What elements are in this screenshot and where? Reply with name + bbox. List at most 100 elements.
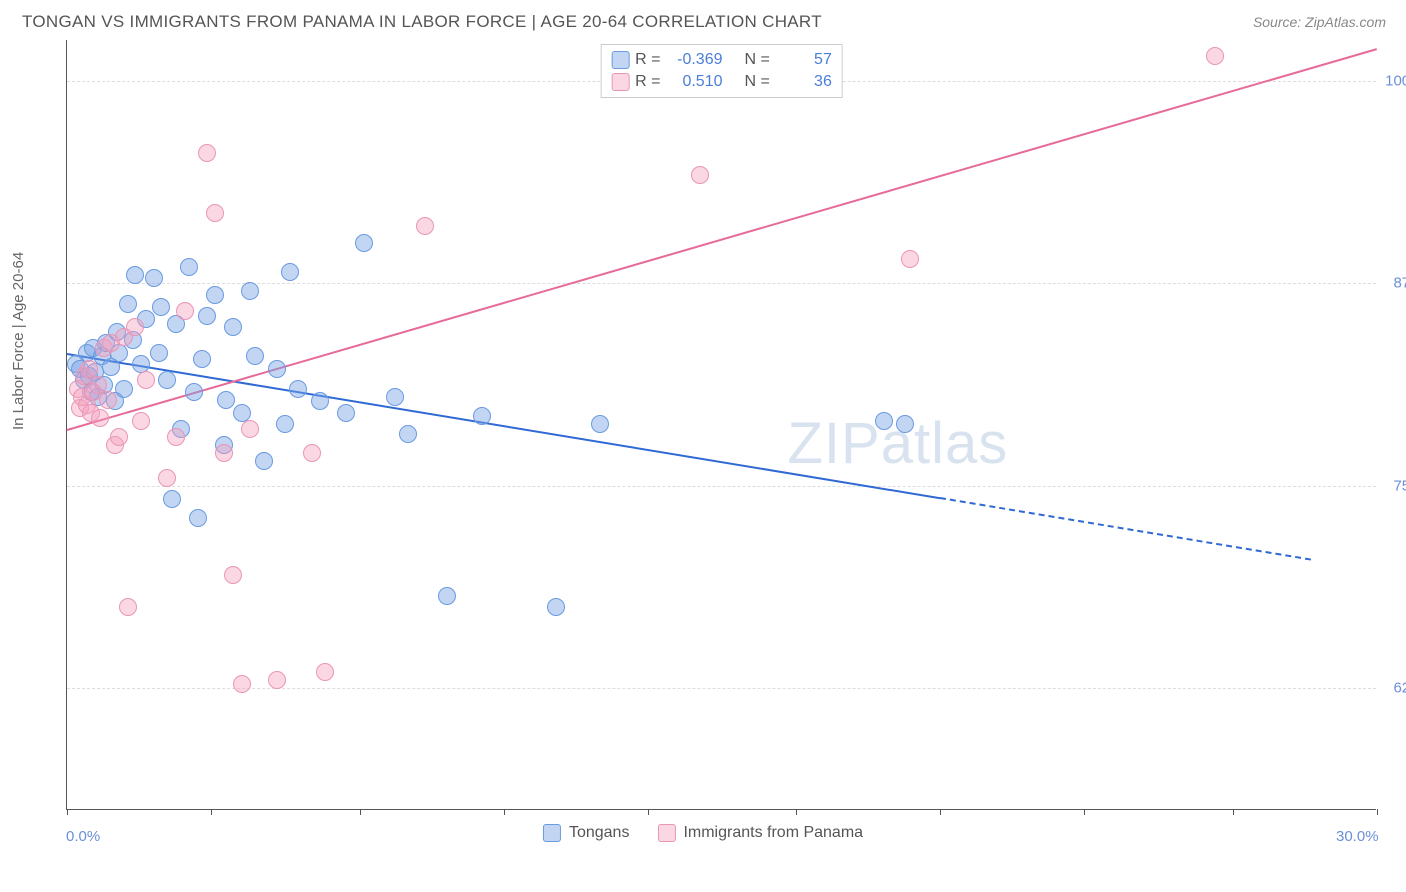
y-tick-label: 75.0% [1393,477,1406,494]
x-tick [360,809,361,815]
x-tick [940,809,941,815]
data-point [281,263,299,281]
gridline [67,486,1376,487]
n-label: N = [745,73,770,91]
data-point [473,407,491,425]
x-tick [648,809,649,815]
data-point [591,415,609,433]
y-tick-label: 100.0% [1385,72,1406,89]
data-point [158,469,176,487]
stats-legend-row: R =-0.369N =57 [611,49,832,71]
x-tick [211,809,212,815]
data-point [289,380,307,398]
data-point [180,258,198,276]
legend-label: Immigrants from Panama [683,824,863,842]
data-point [233,404,251,422]
data-point [337,404,355,422]
data-point [896,415,914,433]
data-point [119,598,137,616]
data-point [80,360,98,378]
x-tick [67,809,68,815]
data-point [901,250,919,268]
data-point [206,204,224,222]
data-point [163,490,181,508]
trend-line [67,48,1378,431]
data-point [224,566,242,584]
data-point [126,266,144,284]
data-point [233,675,251,693]
legend-swatch [611,73,629,91]
series-legend: Tongans Immigrants from Panama [543,824,863,842]
trend-line [67,353,941,499]
legend-swatch [611,51,629,69]
legend-item: Tongans [543,824,630,842]
data-point [386,388,404,406]
data-point [176,302,194,320]
data-point [691,166,709,184]
data-point [438,587,456,605]
data-point [268,671,286,689]
data-point [150,344,168,362]
data-point [246,347,264,365]
n-value: 36 [776,73,832,91]
x-tick [504,809,505,815]
source-attribution: Source: ZipAtlas.com [1253,14,1386,30]
data-point [110,428,128,446]
data-point [255,452,273,470]
data-point [193,350,211,368]
data-point [268,360,286,378]
data-point [152,298,170,316]
x-tick [796,809,797,815]
y-axis-label: In Labor Force | Age 20-64 [10,252,27,430]
y-tick-label: 87.5% [1393,275,1406,292]
stats-legend: R =-0.369N =57R =0.510N =36 [600,44,843,98]
x-tick [1233,809,1234,815]
data-point [185,383,203,401]
data-point [303,444,321,462]
n-label: N = [745,51,770,69]
data-point [158,371,176,389]
gridline [67,283,1376,284]
data-point [355,234,373,252]
data-point [399,425,417,443]
data-point [276,415,294,433]
data-point [217,391,235,409]
y-tick-label: 62.5% [1393,680,1406,697]
data-point [137,371,155,389]
data-point [198,307,216,325]
r-label: R = [635,73,660,91]
data-point [119,295,137,313]
data-point [224,318,242,336]
legend-swatch [543,824,561,842]
legend-item: Immigrants from Panama [657,824,863,842]
plot-area: ZIPatlas R =-0.369N =57R =0.510N =36 62.… [66,40,1376,810]
data-point [115,380,133,398]
data-point [215,444,233,462]
legend-label: Tongans [569,824,630,842]
data-point [99,391,117,409]
r-value: -0.369 [667,51,723,69]
r-value: 0.510 [667,73,723,91]
x-tick-label: 30.0% [1336,828,1379,845]
data-point [241,420,259,438]
x-tick-label: 0.0% [66,828,100,845]
gridline [67,688,1376,689]
chart-title: TONGAN VS IMMIGRANTS FROM PANAMA IN LABO… [22,12,822,32]
title-bar: TONGAN VS IMMIGRANTS FROM PANAMA IN LABO… [0,0,1406,40]
data-point [91,409,109,427]
data-point [241,282,259,300]
trend-line [940,497,1311,561]
data-point [316,663,334,681]
data-point [189,509,207,527]
data-point [1206,47,1224,65]
legend-swatch [657,824,675,842]
data-point [416,217,434,235]
n-value: 57 [776,51,832,69]
data-point [126,318,144,336]
data-point [206,286,224,304]
data-point [875,412,893,430]
data-point [145,269,163,287]
data-point [311,392,329,410]
x-tick [1084,809,1085,815]
data-point [198,144,216,162]
